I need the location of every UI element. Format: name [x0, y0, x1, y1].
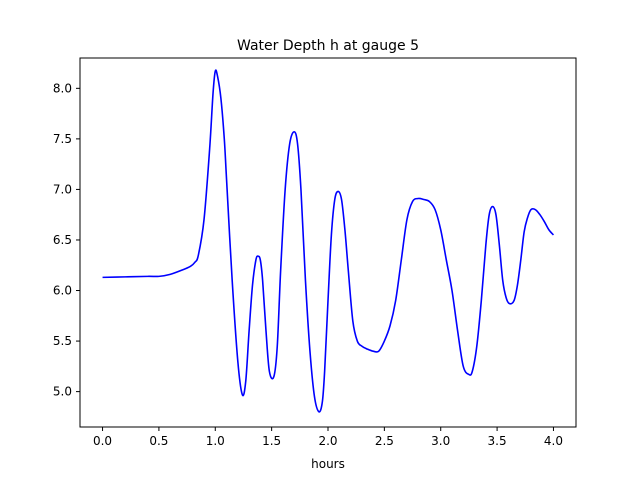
- x-axis-label: hours: [311, 457, 345, 471]
- series-layer: [102, 69, 555, 413]
- chart-title: Water Depth h at gauge 5: [237, 38, 419, 54]
- x-tick-label: 1.5: [262, 434, 281, 448]
- y-tick-label: 7.5: [53, 132, 72, 146]
- x-tick-label: 2.0: [318, 434, 337, 448]
- x-tick-label: 0.0: [93, 434, 112, 448]
- y-axis: 5.0 5.5 6.0 6.5 7.0 7.5 8.0: [53, 81, 80, 399]
- y-tick-label: 6.5: [53, 233, 72, 247]
- plot-frame: [79, 57, 577, 428]
- y-tick-label: 8.0: [53, 81, 72, 95]
- x-tick-label: 2.5: [375, 434, 394, 448]
- x-tick-label: 0.5: [149, 434, 168, 448]
- x-tick-label: 3.0: [431, 434, 450, 448]
- y-tick-label: 6.0: [53, 284, 72, 298]
- y-tick-label: 5.0: [53, 385, 72, 399]
- x-axis: 0.0 0.5 1.0 1.5 2.0 2.5 3.0 3.5 4.0: [93, 427, 563, 448]
- series-line: [102, 69, 555, 413]
- y-tick-label: 5.5: [53, 334, 72, 348]
- x-tick-label: 4.0: [544, 434, 563, 448]
- x-tick-label: 3.5: [488, 434, 507, 448]
- x-tick-label: 1.0: [206, 434, 225, 448]
- y-tick-label: 7.0: [53, 182, 72, 196]
